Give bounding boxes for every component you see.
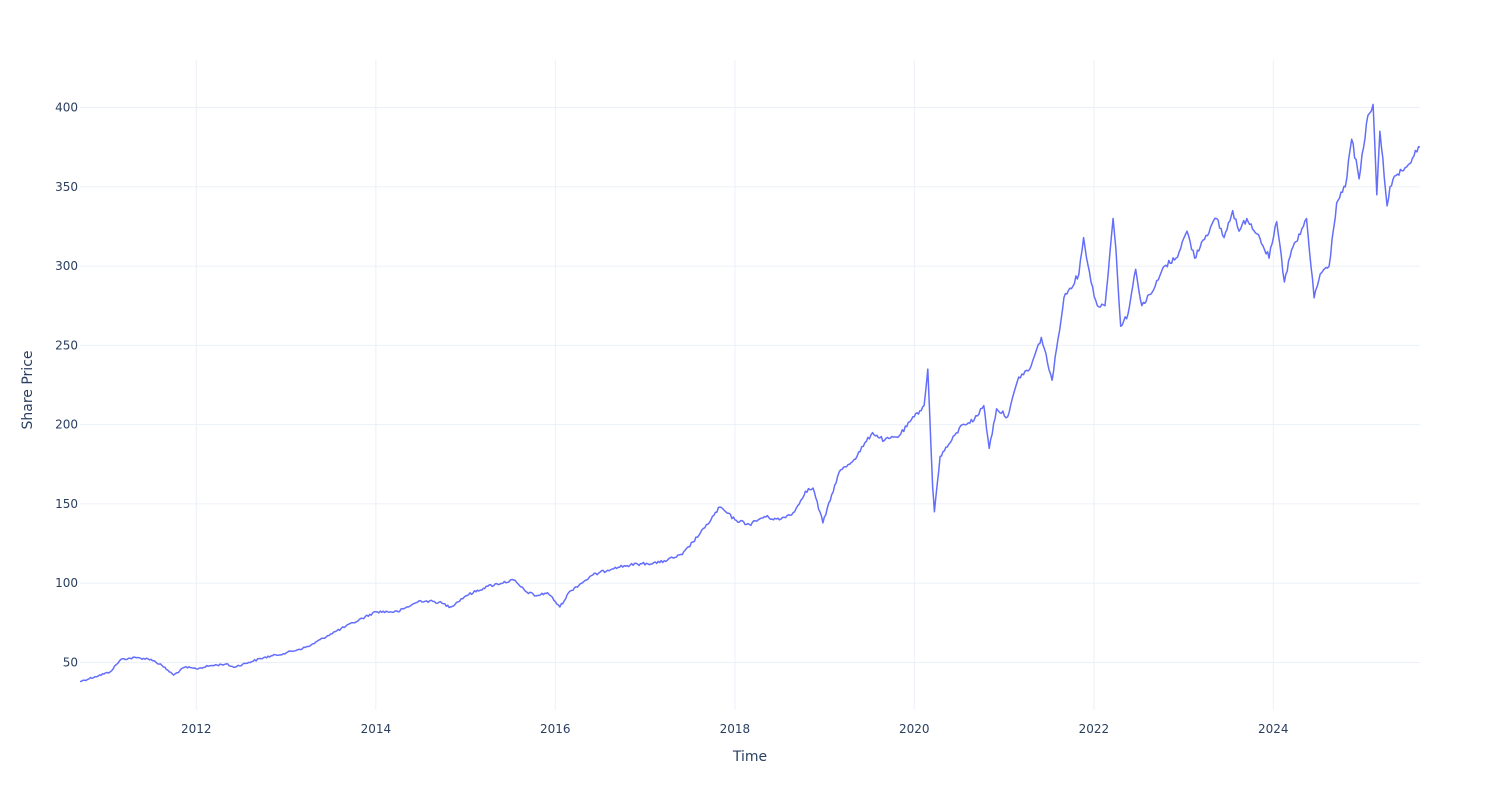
x-tick-label: 2020 [899,722,930,736]
x-tick-label: 2014 [361,722,392,736]
x-tick-label: 2018 [720,722,751,736]
x-tick-labels: 2012 2014 2016 2018 2020 2022 2024 [181,722,1289,736]
y-tick-label: 300 [55,259,78,273]
y-gridlines [80,107,1420,663]
x-axis-title: Time [732,749,767,765]
y-tick-label: 50 [63,655,78,669]
y-axis-title: Share Price [20,350,36,429]
y-tick-label: 200 [55,418,78,432]
x-gridlines [195,60,1274,710]
y-tick-label: 250 [55,338,78,352]
x-tick-label: 2024 [1258,722,1289,736]
y-tick-label: 150 [55,497,78,511]
x-tick-label: 2012 [181,722,212,736]
price-series-line [79,103,1421,683]
y-tick-labels: 50 100 150 200 250 300 350 400 [55,101,78,670]
x-tick-label: 2022 [1079,722,1110,736]
series-layer [79,103,1421,683]
y-tick-label: 350 [55,180,78,194]
x-tick-label: 2016 [540,722,571,736]
y-tick-label: 400 [55,101,78,115]
y-tick-label: 100 [55,576,78,590]
